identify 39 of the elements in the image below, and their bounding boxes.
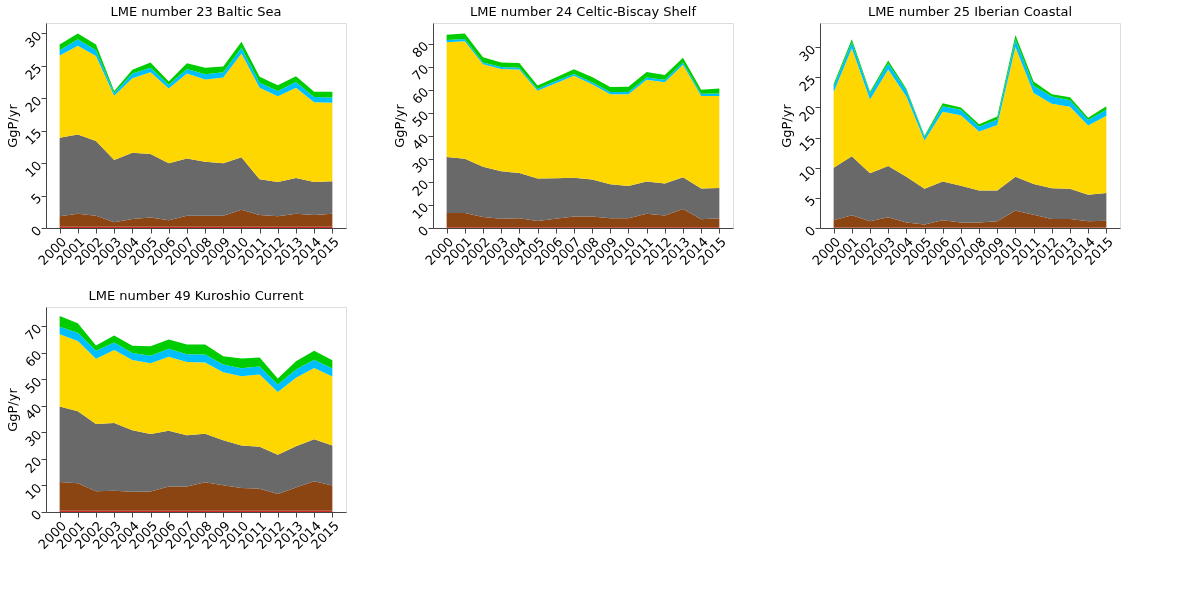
- y-tick-label: 30: [22, 28, 45, 51]
- y-tick-label: 15: [796, 132, 819, 155]
- y-tick-label: 0: [801, 222, 819, 240]
- y-tick-label: 0: [27, 506, 45, 524]
- y-tick-label: 0: [414, 222, 432, 240]
- y-tick-label: 25: [22, 60, 45, 83]
- chart-title: LME number 24 Celtic-Biscay Shelf: [469, 4, 697, 19]
- y-tick-label: 60: [409, 84, 432, 107]
- y-tick-label: 40: [22, 400, 45, 423]
- y-tick-label: 50: [22, 374, 45, 397]
- y-tick-label: 70: [409, 61, 432, 84]
- y-tick-label: 10: [22, 157, 45, 181]
- y-tick-label: 5: [27, 190, 45, 207]
- y-tick-label: 5: [801, 192, 819, 210]
- y-tick-label: 50: [409, 107, 432, 130]
- y-axis-title: GgP/yr: [391, 103, 407, 148]
- y-tick-label: 40: [409, 130, 432, 153]
- y-tick-label: 30: [409, 153, 432, 176]
- chart-title: LME number 23 Baltic Sea: [110, 4, 282, 19]
- y-tick-label: 0: [27, 222, 45, 240]
- y-tick-label: 20: [409, 176, 432, 200]
- y-tick-label: 30: [22, 427, 45, 450]
- y-tick-label: 15: [22, 125, 45, 148]
- chart-title: LME number 49 Kuroshio Current: [88, 288, 304, 303]
- y-axis-title: GgP/yr: [778, 103, 794, 148]
- y-tick-label: 20: [22, 453, 45, 477]
- y-tick-label: 80: [409, 38, 432, 61]
- y-tick-label: 20: [796, 102, 819, 125]
- y-axis-title: GgP/yr: [4, 103, 20, 148]
- y-tick-label: 60: [22, 347, 45, 370]
- y-axis-title: GgP/yr: [4, 387, 20, 432]
- y-tick-label: 30: [796, 41, 819, 65]
- y-tick-label: 10: [796, 162, 819, 185]
- y-tick-label: 25: [796, 72, 819, 95]
- y-tick-label: 10: [22, 480, 45, 503]
- chart-title: LME number 25 Iberian Coastal: [867, 4, 1073, 19]
- y-tick-label: 70: [22, 320, 45, 344]
- y-tick-label: 20: [22, 93, 45, 116]
- y-tick-label: 10: [409, 199, 432, 223]
